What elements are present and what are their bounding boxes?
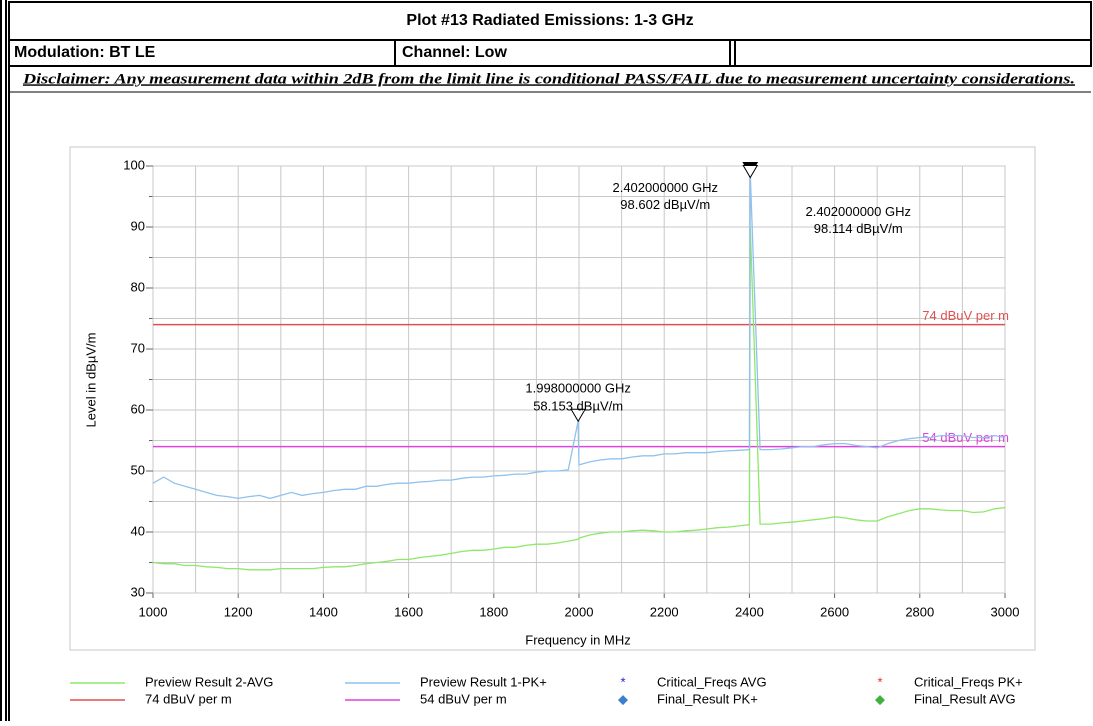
y-tick-label: 100 xyxy=(123,157,145,172)
legend-label: Critical_Freqs AVG xyxy=(657,674,767,689)
marker-label: 58.153 dBµV/m xyxy=(533,399,623,414)
x-tick-label: 2800 xyxy=(905,604,934,619)
legend-label: 74 dBuV per m xyxy=(145,691,232,706)
x-tick-label: 3000 xyxy=(991,604,1020,619)
x-tick-label: 1000 xyxy=(139,604,168,619)
limit-label: 54 dBuV per m xyxy=(922,430,1009,445)
x-tick-label: 1400 xyxy=(309,604,338,619)
series-line xyxy=(152,226,1006,571)
limit-label: 74 dBuV per m xyxy=(922,308,1009,323)
y-tick-label: 80 xyxy=(131,279,145,294)
x-axis-label: Frequency in MHz xyxy=(525,632,630,647)
legend-label: Preview Result 2-AVG xyxy=(145,674,273,689)
y-tick-label: 60 xyxy=(131,401,145,416)
marker xyxy=(570,408,587,423)
y-tick-label: 50 xyxy=(131,462,145,477)
x-tick-label: 2000 xyxy=(565,604,594,619)
plot-title: Plot #13 Radiated Emissions: 1-3 GHz xyxy=(406,12,693,29)
x-tick-label: 1600 xyxy=(394,604,423,619)
legend-label: Final_Result AVG xyxy=(914,691,1016,706)
x-tick-label: 1800 xyxy=(479,604,508,619)
legend-symbol: * xyxy=(620,674,625,689)
y-tick-label: 40 xyxy=(131,523,145,538)
legend-symbol: * xyxy=(877,674,882,689)
marker-label: 2.402000000 GHz xyxy=(612,180,718,195)
y-tick-label: 70 xyxy=(131,340,145,355)
legend-label: 54 dBuV per m xyxy=(420,691,507,706)
legend-label: Critical_Freqs PK+ xyxy=(914,674,1023,689)
legend-symbol: ◆ xyxy=(618,691,628,706)
modulation: Modulation: BT LE xyxy=(14,44,156,61)
y-tick-label: 90 xyxy=(131,218,145,233)
x-tick-label: 1200 xyxy=(224,604,253,619)
marker-label: 2.402000000 GHz xyxy=(805,204,911,219)
channel: Channel: Low xyxy=(402,44,507,61)
disclaimer: Disclaimer: Any measurement data within … xyxy=(22,71,1075,87)
legend-symbol: ◆ xyxy=(875,691,885,706)
y-tick-label: 30 xyxy=(131,584,145,599)
x-tick-label: 2200 xyxy=(650,604,679,619)
marker-label: 98.114 dBµV/m xyxy=(814,221,903,236)
x-tick-label: 2600 xyxy=(820,604,849,619)
y-axis-label: Level in dBµV/m xyxy=(83,333,98,428)
legend-label: Final_Result PK+ xyxy=(657,691,758,706)
marker-label: 98.602 dBµV/m xyxy=(620,197,710,212)
marker-label: 1.998000000 GHz xyxy=(525,381,631,396)
series-line xyxy=(152,174,1006,500)
legend-label: Preview Result 1-PK+ xyxy=(420,674,547,689)
marker xyxy=(742,165,759,179)
x-tick-label: 2400 xyxy=(735,604,764,619)
